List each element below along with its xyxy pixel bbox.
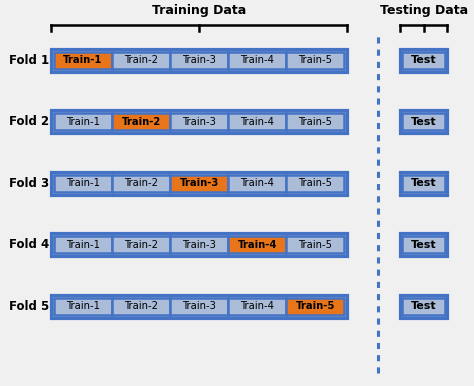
Bar bbox=[51, 233, 347, 256]
Bar bbox=[402, 298, 445, 315]
Bar bbox=[286, 236, 344, 253]
Bar bbox=[112, 175, 170, 192]
Bar bbox=[112, 236, 170, 253]
Bar bbox=[54, 236, 112, 253]
Bar bbox=[400, 172, 447, 195]
Text: Train-4: Train-4 bbox=[240, 56, 274, 66]
Text: Train-3: Train-3 bbox=[180, 178, 219, 188]
Text: Train-4: Train-4 bbox=[237, 240, 277, 250]
Bar bbox=[286, 52, 344, 69]
Text: Fold 2: Fold 2 bbox=[9, 115, 50, 129]
Text: Train-4: Train-4 bbox=[240, 117, 274, 127]
Bar bbox=[54, 113, 112, 130]
Text: Train-2: Train-2 bbox=[124, 301, 158, 311]
Text: Test: Test bbox=[411, 56, 437, 66]
Bar bbox=[400, 295, 447, 318]
Bar bbox=[402, 175, 445, 192]
Text: Testing Data: Testing Data bbox=[380, 4, 468, 17]
Text: Train-3: Train-3 bbox=[182, 117, 216, 127]
Text: Train-3: Train-3 bbox=[182, 240, 216, 250]
Bar bbox=[400, 233, 447, 256]
Bar bbox=[286, 175, 344, 192]
Bar bbox=[54, 52, 112, 69]
Text: Test: Test bbox=[411, 301, 437, 311]
Text: Fold 1: Fold 1 bbox=[9, 54, 50, 67]
Bar bbox=[51, 49, 347, 72]
Bar bbox=[170, 175, 228, 192]
Text: Train-1: Train-1 bbox=[66, 301, 100, 311]
Bar bbox=[402, 52, 445, 69]
Text: Train-2: Train-2 bbox=[121, 117, 161, 127]
Bar bbox=[228, 175, 286, 192]
Bar bbox=[51, 295, 347, 318]
Text: Train-5: Train-5 bbox=[298, 56, 332, 66]
Text: Train-2: Train-2 bbox=[124, 56, 158, 66]
Text: Fold 4: Fold 4 bbox=[9, 238, 50, 251]
Bar bbox=[402, 236, 445, 253]
Bar bbox=[228, 113, 286, 130]
Bar bbox=[170, 298, 228, 315]
Text: Train-1: Train-1 bbox=[66, 240, 100, 250]
Text: Train-1: Train-1 bbox=[66, 178, 100, 188]
Bar bbox=[402, 113, 445, 130]
Text: Test: Test bbox=[411, 117, 437, 127]
Text: Fold 5: Fold 5 bbox=[9, 300, 50, 313]
Text: Train-3: Train-3 bbox=[182, 301, 216, 311]
Bar bbox=[400, 110, 447, 134]
Bar bbox=[228, 298, 286, 315]
Bar bbox=[400, 49, 447, 72]
Bar bbox=[286, 113, 344, 130]
Bar bbox=[112, 298, 170, 315]
Text: Train-5: Train-5 bbox=[298, 117, 332, 127]
Bar bbox=[51, 110, 347, 134]
Text: Train-2: Train-2 bbox=[124, 178, 158, 188]
Bar bbox=[51, 172, 347, 195]
Bar bbox=[112, 52, 170, 69]
Text: Train-5: Train-5 bbox=[298, 240, 332, 250]
Text: Fold 3: Fold 3 bbox=[9, 177, 50, 190]
Bar bbox=[112, 113, 170, 130]
Bar bbox=[54, 298, 112, 315]
Text: Train-3: Train-3 bbox=[182, 56, 216, 66]
Bar bbox=[228, 236, 286, 253]
Text: Train-5: Train-5 bbox=[296, 301, 335, 311]
Text: Train-4: Train-4 bbox=[240, 178, 274, 188]
Text: Train-5: Train-5 bbox=[298, 178, 332, 188]
Text: Train-1: Train-1 bbox=[64, 56, 103, 66]
Text: Train-2: Train-2 bbox=[124, 240, 158, 250]
Text: Test: Test bbox=[411, 240, 437, 250]
Text: Test: Test bbox=[411, 178, 437, 188]
Bar bbox=[228, 52, 286, 69]
Text: Train-1: Train-1 bbox=[66, 117, 100, 127]
Bar bbox=[54, 175, 112, 192]
Text: Train-4: Train-4 bbox=[240, 301, 274, 311]
Bar bbox=[170, 113, 228, 130]
Bar bbox=[170, 236, 228, 253]
Text: Training Data: Training Data bbox=[152, 4, 246, 17]
Bar bbox=[170, 52, 228, 69]
Bar bbox=[286, 298, 344, 315]
